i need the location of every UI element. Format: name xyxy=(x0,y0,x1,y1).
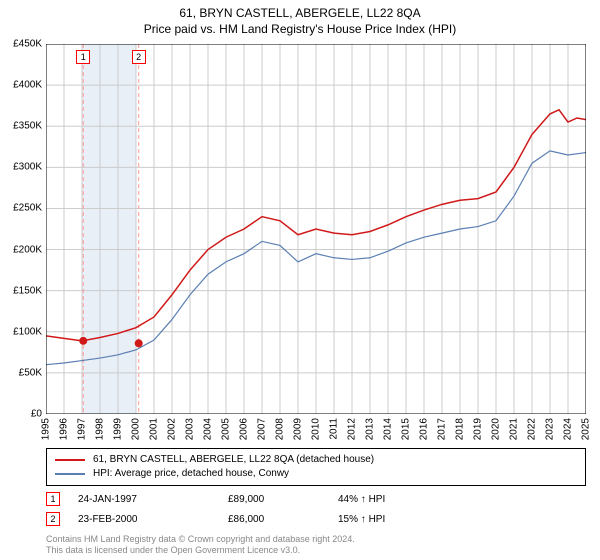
legend-label: 61, BRYN CASTELL, ABERGELE, LL22 8QA (de… xyxy=(93,453,374,467)
y-axis-tick-label: £450K xyxy=(13,39,42,50)
x-axis-tick-label: 1995 xyxy=(41,418,52,440)
plot-area: £0£50K£100K£150K£200K£250K£300K£350K£400… xyxy=(46,44,586,414)
chart-svg xyxy=(46,44,586,414)
footer-attribution: Contains HM Land Registry data © Crown c… xyxy=(46,534,586,556)
x-axis-tick-label: 1996 xyxy=(59,418,70,440)
x-axis-tick-label: 2003 xyxy=(185,418,196,440)
transaction-price: £89,000 xyxy=(228,494,338,505)
y-axis-tick-label: £400K xyxy=(13,80,42,91)
x-axis-tick-label: 2022 xyxy=(527,418,538,440)
y-axis-tick-label: £350K xyxy=(13,121,42,132)
y-axis-tick-label: £150K xyxy=(13,285,42,296)
x-axis-tick-label: 2006 xyxy=(239,418,250,440)
x-axis-tick-label: 2012 xyxy=(347,418,358,440)
x-axis-tick-label: 2004 xyxy=(203,418,214,440)
x-axis-tick-label: 2014 xyxy=(383,418,394,440)
x-axis-tick-label: 2017 xyxy=(437,418,448,440)
x-axis-tick-label: 2007 xyxy=(257,418,268,440)
transaction-date: 23-FEB-2000 xyxy=(78,514,228,525)
x-axis-tick-label: 2015 xyxy=(401,418,412,440)
x-axis-tick-label: 2005 xyxy=(221,418,232,440)
transaction-row: 1 24-JAN-1997 £89,000 44% ↑ HPI xyxy=(46,492,586,506)
x-axis-tick-label: 1997 xyxy=(77,418,88,440)
x-axis-tick-label: 2010 xyxy=(311,418,322,440)
transaction-date: 24-JAN-1997 xyxy=(78,494,228,505)
x-axis-tick-label: 2016 xyxy=(419,418,430,440)
transaction-price: £86,000 xyxy=(228,514,338,525)
x-axis-tick-label: 2008 xyxy=(275,418,286,440)
x-axis-tick-label: 2001 xyxy=(149,418,160,440)
legend-swatch-series-1 xyxy=(55,473,85,475)
x-axis-tick-label: 2013 xyxy=(365,418,376,440)
title-line-1: 61, BRYN CASTELL, ABERGELE, LL22 8QA xyxy=(0,6,600,20)
x-axis-tick-label: 2023 xyxy=(545,418,556,440)
x-axis-tick-label: 2000 xyxy=(131,418,142,440)
x-axis-tick-label: 2021 xyxy=(509,418,520,440)
x-axis-tick-label: 2024 xyxy=(563,418,574,440)
x-axis-tick-label: 1998 xyxy=(95,418,106,440)
legend-label: HPI: Average price, detached house, Conw… xyxy=(93,467,289,481)
x-axis-tick-label: 2025 xyxy=(581,418,592,440)
y-axis-tick-label: £250K xyxy=(13,203,42,214)
y-axis-tick-label: £300K xyxy=(13,162,42,173)
legend-swatch-series-0 xyxy=(55,459,85,461)
x-axis-tick-label: 2002 xyxy=(167,418,178,440)
x-axis-tick-label: 2019 xyxy=(473,418,484,440)
transaction-pct: 15% ↑ HPI xyxy=(338,514,385,525)
chart-title-block: 61, BRYN CASTELL, ABERGELE, LL22 8QA Pri… xyxy=(0,0,600,36)
footer-line-1: Contains HM Land Registry data © Crown c… xyxy=(46,534,586,545)
x-axis-tick-label: 2011 xyxy=(329,418,340,440)
transaction-row: 2 23-FEB-2000 £86,000 15% ↑ HPI xyxy=(46,512,586,526)
legend-row: HPI: Average price, detached house, Conw… xyxy=(55,467,577,481)
transaction-marker-icon: 2 xyxy=(46,512,60,526)
y-axis-tick-label: £50K xyxy=(19,367,42,378)
y-axis-tick-label: £100K xyxy=(13,326,42,337)
footer-line-2: This data is licensed under the Open Gov… xyxy=(46,545,586,556)
transaction-pct: 44% ↑ HPI xyxy=(338,494,385,505)
x-axis-tick-label: 2020 xyxy=(491,418,502,440)
x-axis-tick-label: 1999 xyxy=(113,418,124,440)
transaction-marker-icon: 2 xyxy=(132,50,146,64)
transaction-marker-icon: 1 xyxy=(46,492,60,506)
y-axis-tick-label: £200K xyxy=(13,244,42,255)
x-axis-tick-label: 2009 xyxy=(293,418,304,440)
legend: 61, BRYN CASTELL, ABERGELE, LL22 8QA (de… xyxy=(46,448,586,486)
x-axis-tick-label: 2018 xyxy=(455,418,466,440)
transaction-marker-icon: 1 xyxy=(76,50,90,64)
title-line-2: Price paid vs. HM Land Registry's House … xyxy=(0,22,600,36)
legend-row: 61, BRYN CASTELL, ABERGELE, LL22 8QA (de… xyxy=(55,453,577,467)
